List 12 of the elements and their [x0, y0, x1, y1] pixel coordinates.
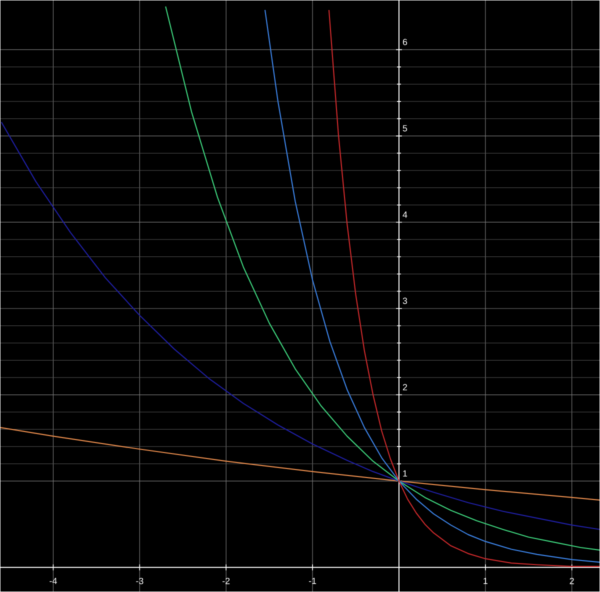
y-tick-label: 3 [402, 298, 408, 304]
y-tick-label: 1 [403, 470, 408, 477]
x-tick-label: 1 [484, 578, 488, 584]
y-tick-label: 5 [402, 125, 408, 132]
x-tick-label: -3 [136, 578, 144, 584]
x-tick-label: 2 [570, 578, 574, 584]
x-tick-label: -2 [222, 578, 230, 584]
y-tick-label: 6 [402, 38, 408, 46]
x-tick-label: -4 [50, 578, 57, 584]
y-tick-label: 2 [402, 384, 408, 390]
y-tick-label: 4 [402, 212, 408, 218]
x-tick-label: -1 [308, 578, 316, 584]
